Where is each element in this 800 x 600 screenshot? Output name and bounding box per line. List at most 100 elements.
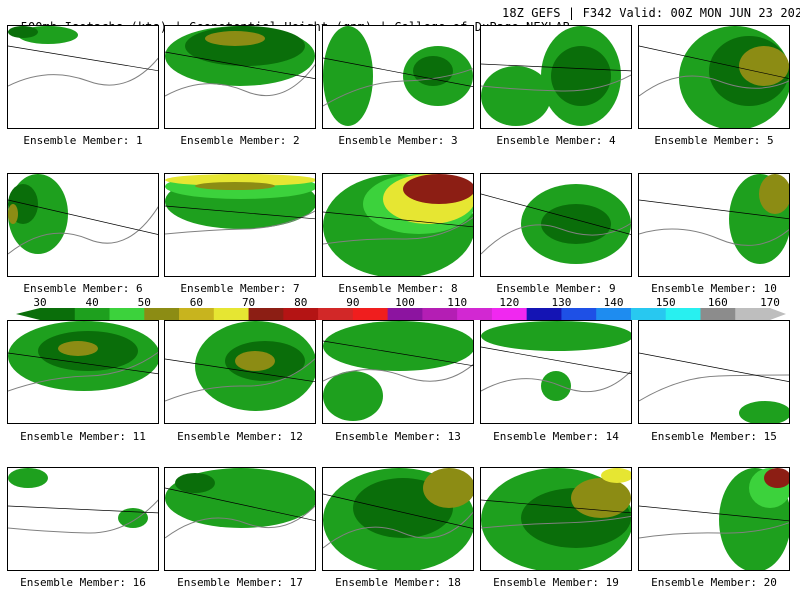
wind-speed-shading bbox=[423, 468, 473, 508]
state-boundary-line bbox=[165, 358, 315, 402]
isotach-map-10 bbox=[639, 174, 789, 264]
isotach-map-4 bbox=[481, 26, 631, 126]
geopotential-height-contour bbox=[323, 211, 473, 228]
wind-speed-shading bbox=[323, 371, 383, 421]
ensemble-member-label: Ensemble Member: 15 bbox=[651, 430, 777, 443]
ensemble-map-panel-3 bbox=[322, 25, 474, 129]
geopotential-height-contour bbox=[323, 57, 473, 87]
state-boundary-line bbox=[639, 75, 789, 97]
wind-speed-shading bbox=[571, 478, 631, 518]
state-boundary-line bbox=[8, 206, 158, 255]
wind-speed-shading bbox=[235, 351, 275, 371]
ensemble-map-panel-14 bbox=[480, 320, 632, 424]
ensemble-member-label: Ensemble Member: 18 bbox=[335, 576, 461, 589]
colorbar-segment bbox=[596, 308, 632, 320]
wind-speed-shading bbox=[413, 56, 453, 86]
state-boundary-line bbox=[8, 351, 158, 392]
colorbar-arrow-left bbox=[16, 308, 40, 320]
ensemble-map-panel-10 bbox=[638, 173, 790, 277]
ensemble-map-panel-9 bbox=[480, 173, 632, 277]
wind-speed-shading bbox=[739, 46, 789, 86]
wind-speed-shading bbox=[541, 204, 611, 244]
geopotential-height-contour bbox=[165, 51, 315, 80]
colorbar-tick-label: 170 bbox=[760, 296, 780, 309]
colorbar-tick-label: 130 bbox=[551, 296, 572, 309]
wind-speed-shading bbox=[323, 26, 373, 126]
ensemble-member-label: Ensemble Member: 11 bbox=[20, 430, 146, 443]
geopotential-height-contour bbox=[8, 505, 158, 514]
ensemble-map-panel-15 bbox=[638, 320, 790, 424]
wind-speed-shading bbox=[481, 321, 631, 351]
ensemble-member-label: Ensemble Member: 2 bbox=[180, 134, 300, 147]
isotach-map-11 bbox=[8, 321, 158, 392]
ensemble-map-panel-4 bbox=[480, 25, 632, 129]
colorbar-segment bbox=[457, 308, 493, 320]
colorbar-segment bbox=[561, 308, 597, 320]
state-boundary-line bbox=[323, 68, 473, 107]
wind-speed-shading bbox=[8, 26, 38, 38]
colorbar-segment bbox=[179, 308, 215, 320]
geopotential-height-contour bbox=[481, 499, 631, 514]
ensemble-member-label: Ensemble Member: 20 bbox=[651, 576, 777, 589]
colorbar-segment bbox=[700, 308, 736, 320]
geopotential-height-contour bbox=[639, 199, 789, 220]
geopotential-height-contour bbox=[165, 487, 315, 521]
ensemble-map-panel-1 bbox=[7, 25, 159, 129]
geopotential-height-contour bbox=[481, 193, 631, 235]
ensemble-map-panel-8 bbox=[322, 173, 474, 277]
colorbar-segment bbox=[109, 308, 145, 320]
colorbar-segment bbox=[352, 308, 389, 320]
ensemble-member-label: Ensemble Member: 1 bbox=[23, 134, 143, 147]
ensemble-member-label: Ensemble Member: 19 bbox=[493, 576, 619, 589]
geopotential-height-contour bbox=[8, 45, 158, 72]
colorbar-segment bbox=[74, 308, 111, 320]
ensemble-member-label: Ensemble Member: 9 bbox=[496, 282, 616, 295]
geopotential-height-contour bbox=[8, 199, 158, 235]
isotach-map-14 bbox=[481, 321, 631, 401]
ensemble-member-label: Ensemble Member: 5 bbox=[654, 134, 774, 147]
colorbar-tick-label: 70 bbox=[241, 296, 256, 309]
colorbar-tick-label: 150 bbox=[655, 296, 676, 309]
isotach-map-7 bbox=[165, 174, 315, 235]
geopotential-height-contour bbox=[639, 505, 789, 522]
ensemble-map-panel-18 bbox=[322, 467, 474, 571]
wind-speed-shading bbox=[323, 321, 473, 371]
colorbar-tick-label: 80 bbox=[294, 296, 308, 309]
ensemble-map-panel-19 bbox=[480, 467, 632, 571]
ensemble-member-label: Ensemble Member: 3 bbox=[338, 134, 458, 147]
wind-speed-shading bbox=[118, 508, 148, 528]
isotach-map-2 bbox=[165, 26, 315, 97]
state-boundary-line bbox=[639, 374, 789, 402]
ensemble-member-label: Ensemble Member: 12 bbox=[177, 430, 303, 443]
colorbar-arrow-right bbox=[770, 308, 786, 320]
state-boundary-line bbox=[481, 74, 631, 92]
wind-speed-shading bbox=[175, 473, 215, 493]
state-boundary-line bbox=[639, 228, 789, 246]
colorbar-segment bbox=[283, 308, 319, 320]
ensemble-map-panel-16 bbox=[7, 467, 159, 571]
geopotential-height-contour bbox=[639, 45, 789, 79]
colorbar-segment bbox=[213, 308, 250, 320]
ensemble-map-panel-12 bbox=[164, 320, 316, 424]
isotach-map-12 bbox=[165, 321, 315, 411]
state-boundary-line bbox=[8, 499, 158, 534]
state-boundary-line bbox=[323, 511, 473, 549]
geopotential-height-contour bbox=[323, 340, 473, 367]
isotach-map-6 bbox=[8, 174, 158, 255]
colorbar-segment bbox=[491, 308, 528, 320]
state-boundary-line bbox=[323, 363, 473, 382]
ensemble-member-label: Ensemble Member: 14 bbox=[493, 430, 619, 443]
wind-speed-shading bbox=[551, 46, 611, 106]
colorbar-tick-label: 100 bbox=[395, 296, 415, 309]
wind-speed-shading bbox=[764, 468, 789, 488]
colorbar-tick-label: 140 bbox=[603, 296, 624, 309]
wind-speed-colorbar bbox=[16, 308, 786, 320]
ensemble-map-panel-11 bbox=[7, 320, 159, 424]
state-boundary-line bbox=[8, 57, 158, 87]
colorbar-tick-label: 90 bbox=[346, 296, 360, 309]
ensemble-member-label: Ensemble Member: 16 bbox=[20, 576, 146, 589]
state-boundary-line bbox=[481, 222, 631, 255]
isotach-map-8 bbox=[323, 174, 473, 276]
colorbar-segment bbox=[248, 308, 284, 320]
ensemble-map-panel-6 bbox=[7, 173, 159, 277]
